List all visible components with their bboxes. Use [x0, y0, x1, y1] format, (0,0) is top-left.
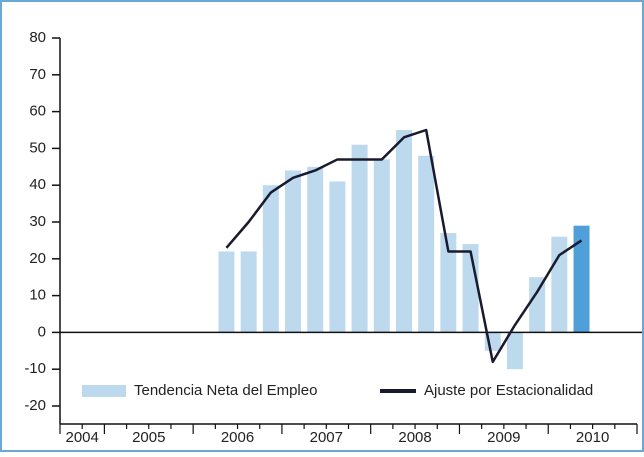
- line: [225, 128, 583, 364]
- bar: [307, 166, 324, 333]
- bar: [573, 225, 590, 333]
- x-tick-label: 2010: [576, 429, 609, 446]
- bar: [395, 130, 412, 333]
- x-tick-label: 2006: [221, 429, 254, 446]
- y-tick-label: 10: [29, 287, 46, 304]
- legend-swatch: [82, 385, 126, 397]
- y-tick-label: 50: [29, 139, 46, 156]
- x-tick-label: 2009: [487, 429, 520, 446]
- bar: [373, 159, 390, 333]
- x-tick-label: 2004: [66, 429, 99, 446]
- bar: [262, 185, 279, 333]
- bar: [418, 155, 435, 333]
- legend-label: Ajuste por Estacionalidad: [424, 382, 593, 399]
- bar: [440, 233, 457, 333]
- x-tick-label: 2008: [398, 429, 431, 446]
- bar: [218, 251, 235, 333]
- legend-label: Tendencia Neta del Empleo: [134, 382, 317, 399]
- bar: [240, 251, 257, 333]
- y-tick-label: 20: [29, 250, 46, 267]
- bar: [506, 332, 523, 370]
- bar: [351, 144, 368, 333]
- y-tick-label: 0: [38, 323, 46, 340]
- y-tick-label: 40: [29, 176, 46, 193]
- bar: [529, 277, 546, 333]
- y-tick-label: -20: [24, 397, 46, 414]
- x-tick-label: 2007: [310, 429, 343, 446]
- bar: [285, 170, 302, 333]
- y-tick-label: 60: [29, 103, 46, 120]
- y-tick-label: 70: [29, 66, 46, 83]
- x-tick-label: 2005: [132, 429, 165, 446]
- y-tick-label: 80: [29, 29, 46, 46]
- y-tick-label: 30: [29, 213, 46, 230]
- y-tick-label: -10: [24, 360, 46, 377]
- bar: [329, 181, 346, 333]
